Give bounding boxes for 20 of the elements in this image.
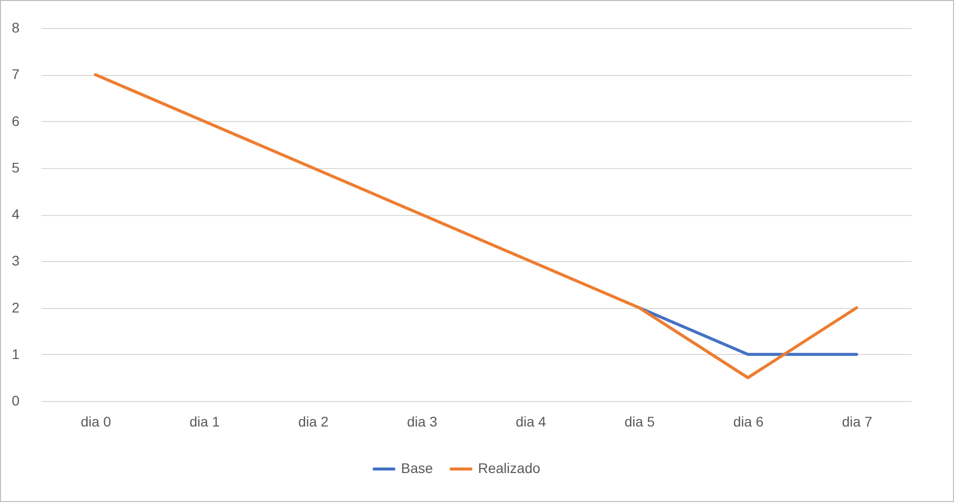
- x-tick-label: dia 5: [624, 414, 656, 430]
- legend-label: Realizado: [478, 460, 540, 476]
- x-tick-label: dia 1: [189, 414, 220, 430]
- y-tick-label: 6: [12, 112, 20, 129]
- y-tick-label: 2: [12, 299, 20, 316]
- y-tick-label: 8: [12, 20, 20, 36]
- y-tick-label: 4: [12, 206, 20, 222]
- x-tick-label: dia 2: [298, 414, 329, 430]
- y-tick-label: 7: [12, 66, 20, 82]
- x-tick-label: dia 7: [842, 414, 873, 430]
- line-series: [94, 73, 858, 380]
- x-tick-label: dia 3: [406, 414, 438, 430]
- y-tick-label: 3: [12, 252, 20, 269]
- y-tick-label: 1: [12, 346, 20, 362]
- x-tick-label: dia 6: [733, 414, 764, 430]
- y-tick-label: 5: [12, 159, 20, 176]
- x-tick-label: dia 0: [80, 414, 112, 430]
- x-tick-label: dia 4: [516, 414, 546, 430]
- legend-label: Base: [401, 460, 434, 476]
- y-tick-label: 0: [12, 392, 20, 408]
